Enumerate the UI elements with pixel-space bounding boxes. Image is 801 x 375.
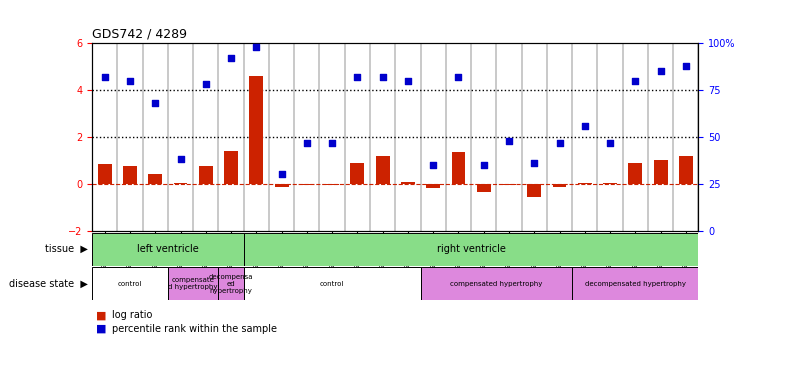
Bar [148,174,163,184]
Point [578,123,591,129]
Point [553,140,566,146]
Bar [249,76,264,184]
Point [528,160,541,166]
Point [502,138,515,144]
Text: decompensated hypertrophy: decompensated hypertrophy [585,281,686,287]
Bar [351,163,364,184]
Point [99,74,111,80]
Bar [92,232,244,266]
Bar [219,267,244,300]
Bar [654,160,667,184]
Bar [244,232,698,266]
Bar [477,184,491,192]
Text: right ventricle: right ventricle [437,244,505,254]
Text: tissue  ▶: tissue ▶ [45,244,88,254]
Text: decompensa
ed
hypertrophy: decompensa ed hypertrophy [209,274,253,294]
Bar [401,182,415,184]
Bar [174,183,187,184]
Bar [628,163,642,184]
Bar [553,184,566,187]
Text: control: control [320,281,344,287]
Text: GDS742 / 4289: GDS742 / 4289 [92,28,187,40]
Point [427,162,440,168]
Bar [426,184,440,188]
Bar [168,267,219,300]
Point [604,140,617,146]
Bar [527,184,541,196]
Text: log ratio: log ratio [112,310,152,320]
Point [300,140,313,146]
Bar [244,267,421,300]
Bar [199,166,213,184]
Text: disease state  ▶: disease state ▶ [10,279,88,289]
Bar [376,156,389,184]
Bar [421,267,572,300]
Text: compensate
d hypertrophy: compensate d hypertrophy [168,278,218,290]
Point [629,78,642,84]
Point [679,63,692,69]
Bar [572,267,698,300]
Bar [502,184,516,185]
Bar [325,184,339,185]
Bar [603,183,617,184]
Point [376,74,389,80]
Text: percentile rank within the sample: percentile rank within the sample [112,324,277,333]
Bar [275,184,288,187]
Bar [679,156,693,184]
Text: ■: ■ [96,324,107,333]
Text: left ventricle: left ventricle [137,244,199,254]
Point [477,162,490,168]
Bar [452,152,465,184]
Point [224,55,237,61]
Bar [300,184,314,185]
Point [199,81,212,87]
Point [149,100,162,106]
Point [250,44,263,50]
Text: compensated hypertrophy: compensated hypertrophy [450,281,542,287]
Bar [224,151,238,184]
Bar [92,267,168,300]
Point [276,171,288,177]
Point [401,78,414,84]
Text: control: control [118,281,143,287]
Point [123,78,136,84]
Bar [123,166,137,184]
Point [452,74,465,80]
Bar [98,164,111,184]
Bar [578,183,592,184]
Point [326,140,339,146]
Text: ■: ■ [96,310,107,320]
Point [654,68,667,74]
Point [174,156,187,162]
Point [351,74,364,80]
